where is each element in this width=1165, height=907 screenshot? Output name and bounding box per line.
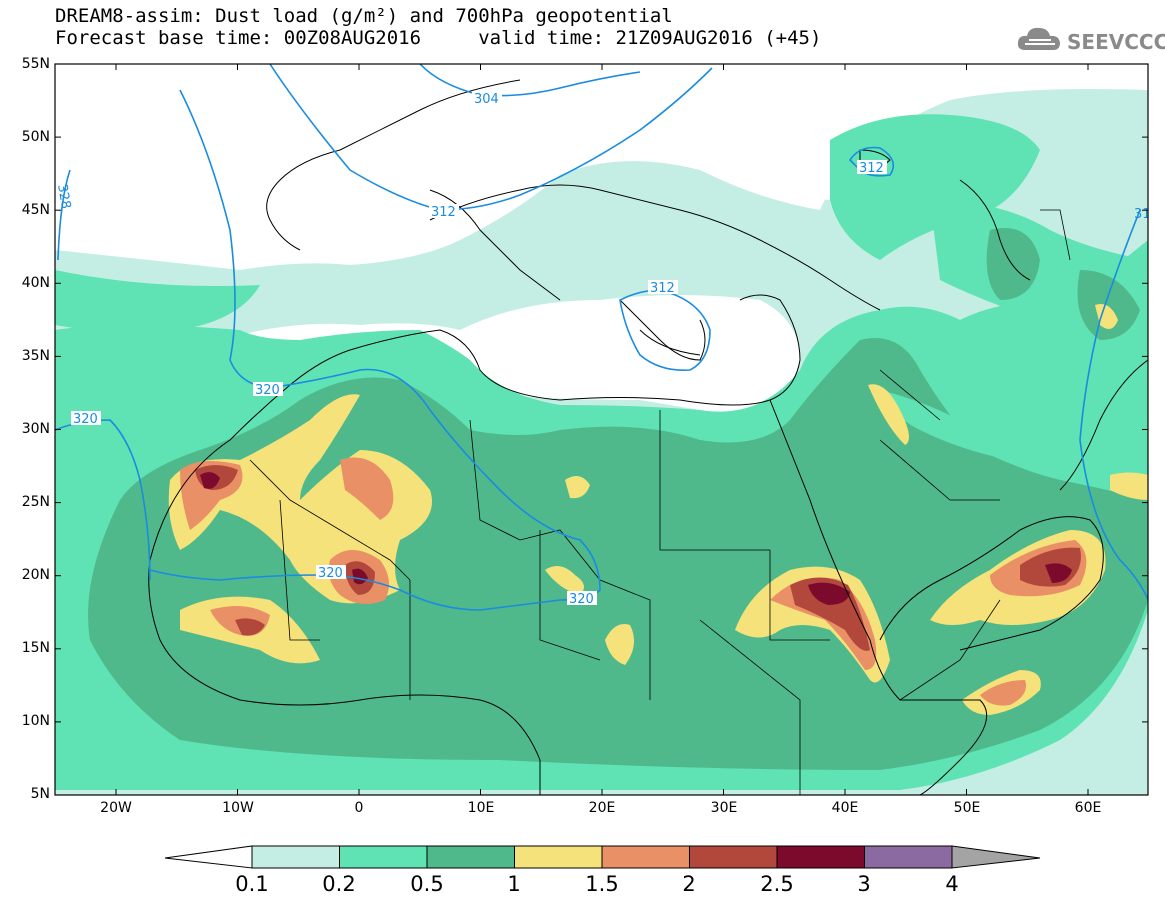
colorbar-tick-label: 1	[507, 872, 521, 896]
logo-text: SEEVCCC	[1067, 30, 1165, 54]
colorbar-tick-label: 0.2	[322, 872, 356, 896]
dust-region-high	[1110, 472, 1148, 500]
lon-label: 0	[354, 800, 364, 816]
lat-label: 10N	[21, 713, 50, 729]
lat-label: 5N	[30, 786, 50, 802]
dust-region-medium	[1077, 270, 1140, 340]
map-title: DREAM8-assim: Dust load (g/m²) and 700hP…	[55, 5, 673, 27]
dust-region-very-high	[340, 457, 394, 520]
axis-ticks	[55, 63, 1148, 796]
colorbar-tick-label: 0.1	[235, 872, 269, 896]
dust-region-very-high	[980, 680, 1026, 706]
dust-region-extreme	[790, 577, 870, 651]
dust-region-high	[565, 476, 590, 499]
colorbar-tick-label: 2.5	[760, 872, 794, 896]
contour-label: 320	[255, 383, 280, 398]
colorbar-tick-label: 1.5	[585, 872, 619, 896]
dust-region-extreme	[235, 618, 265, 636]
contour-label: 304	[474, 92, 499, 107]
dust-region-medium	[986, 228, 1040, 300]
dust-region-peak	[1045, 563, 1072, 583]
logo: SEEVCCC	[1015, 22, 1165, 62]
contour-label: 312	[650, 281, 675, 296]
lat-label: 40N	[21, 275, 50, 291]
dust-region-medium-light	[55, 270, 260, 332]
dust-region-high	[605, 624, 634, 665]
dust-field: 304 312 312 312 320 320 320 320 328 31	[54, 64, 1151, 795]
colorbar-tick-label: 4	[945, 872, 959, 896]
contour-label: 328	[54, 183, 73, 210]
contour-labels: 304 312 312 312 320 320 320 320 328 31	[54, 91, 1151, 607]
dust-region-medium-light	[830, 114, 1040, 261]
lat-label: 35N	[21, 348, 50, 364]
lat-label: 55N	[21, 56, 50, 72]
lat-label: 15N	[21, 640, 50, 656]
cloud-logo-icon	[1017, 27, 1060, 50]
dust-region-medium-light	[880, 390, 1100, 465]
lon-label: 10E	[467, 800, 495, 816]
lon-label: 20E	[588, 800, 616, 816]
lat-label: 50N	[21, 129, 50, 145]
contour-label: 312	[859, 161, 884, 176]
mediterranean-clear-region	[240, 295, 800, 420]
dust-region-peak	[200, 472, 220, 489]
lat-label: 20N	[21, 567, 50, 583]
lat-label: 30N	[21, 421, 50, 437]
forecast-time-line: Forecast base time: 00Z08AUG2016 valid t…	[55, 27, 822, 49]
coastlines	[148, 79, 1148, 795]
contour-label: 312	[431, 205, 456, 220]
contour-label: 320	[73, 412, 98, 427]
lon-label: 30E	[710, 800, 738, 816]
country-borders	[249, 209, 1071, 795]
lat-label: 25N	[21, 494, 50, 510]
dust-region-high	[168, 394, 432, 604]
lon-label: 40E	[831, 800, 859, 816]
dust-region-high	[1095, 304, 1118, 329]
lon-label: 50E	[953, 800, 981, 816]
contour-label: 320	[569, 592, 594, 607]
lon-label: 10W	[222, 800, 254, 816]
dust-region-high	[545, 566, 584, 595]
dust-map: 304 312 312 312 320 320 320 320 328 31	[54, 63, 1151, 796]
contour-label: 31	[1134, 207, 1151, 222]
colorbar-tick-label: 3	[857, 872, 871, 896]
lat-label: 45N	[21, 202, 50, 218]
geopotential-contours	[55, 64, 1148, 611]
dust-region-high	[868, 384, 909, 445]
dust-region-peak	[808, 582, 850, 605]
colorbar-tick-label: 0.5	[410, 872, 444, 896]
lon-label: 20W	[100, 800, 132, 816]
contour-label: 320	[318, 566, 343, 581]
clear-air-region	[55, 64, 1148, 262]
lon-label: 60E	[1074, 800, 1102, 816]
colorbar-tick-label: 2	[682, 872, 696, 896]
